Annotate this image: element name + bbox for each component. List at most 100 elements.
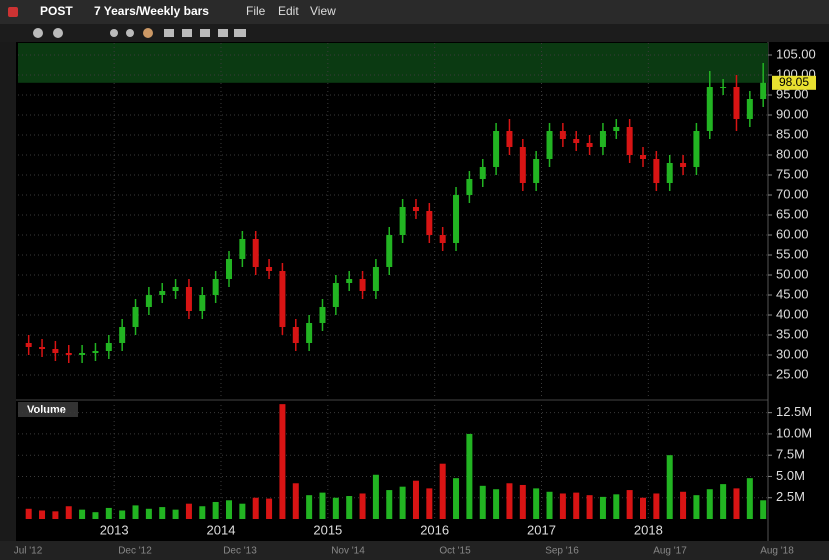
candle-body xyxy=(573,139,580,143)
candle-body xyxy=(145,295,152,307)
volume-bar xyxy=(519,484,526,519)
candle-body xyxy=(746,99,753,119)
y-tick-label: 40.00 xyxy=(776,306,809,321)
volume-bar xyxy=(399,486,406,519)
candle-body xyxy=(399,207,406,235)
x-tick-label: 2016 xyxy=(420,522,449,537)
volume-bar xyxy=(626,490,633,519)
candle-body xyxy=(226,259,233,279)
candle-body xyxy=(693,131,700,167)
volume-bar xyxy=(39,510,46,519)
candle-body xyxy=(519,147,526,183)
volume-bar xyxy=(372,474,379,519)
candle-body xyxy=(613,127,620,131)
volume-bar xyxy=(319,492,326,519)
candle-body xyxy=(39,347,46,349)
x-tick-label: 2015 xyxy=(313,522,342,537)
volume-bar xyxy=(706,489,713,519)
period[interactable]: 7 Years/Weekly bars xyxy=(94,4,209,18)
last-price-badge xyxy=(772,75,816,90)
volume-bar xyxy=(332,497,339,519)
volume-bar xyxy=(426,488,433,519)
y-tick-label: 95.00 xyxy=(776,86,809,101)
candle-body xyxy=(239,239,246,259)
volume-bar xyxy=(760,500,767,519)
navigator-label: Aug '18 xyxy=(760,546,794,557)
volume-bar xyxy=(412,480,419,519)
volume-bar xyxy=(479,485,486,519)
x-tick-label: 2018 xyxy=(634,522,663,537)
volume-bar xyxy=(559,493,566,519)
y-tick-label: 90.00 xyxy=(776,106,809,121)
candle-body xyxy=(599,131,606,147)
candle-body xyxy=(266,267,273,271)
navigator-label: Dec '13 xyxy=(223,546,257,557)
volume-bar xyxy=(65,506,72,519)
volume-bar xyxy=(239,503,246,519)
candle-body xyxy=(412,207,419,211)
y-tick-label: 85.00 xyxy=(776,126,809,141)
candle-body xyxy=(653,159,660,183)
candle-body xyxy=(279,271,286,327)
volume-bar xyxy=(546,491,553,519)
menu-view[interactable]: View xyxy=(310,4,336,18)
navigator-bar xyxy=(0,541,829,560)
y-tick-label: 55.00 xyxy=(776,246,809,261)
volume-bar xyxy=(733,488,740,519)
navigator-label: Oct '15 xyxy=(439,546,471,557)
volume-bar xyxy=(199,506,206,519)
candle-body xyxy=(119,327,126,343)
volume-bar xyxy=(453,478,460,519)
candle-body xyxy=(466,179,473,195)
volume-title: Volume xyxy=(27,404,66,416)
symbol[interactable]: POST xyxy=(40,4,73,18)
volume-bar xyxy=(386,490,393,519)
navigator-label: Jul '12 xyxy=(14,546,43,557)
menu-file[interactable]: File xyxy=(246,4,266,18)
volume-bar xyxy=(599,496,606,519)
candle-body xyxy=(760,82,767,99)
candle-body xyxy=(199,295,206,311)
volume-header xyxy=(18,402,78,417)
y-tick-label: 45.00 xyxy=(776,286,809,301)
volume-bar xyxy=(613,494,620,519)
tool-bar xyxy=(0,24,829,42)
candle-body xyxy=(626,127,633,155)
volume-bar xyxy=(52,511,59,519)
candle-body xyxy=(706,87,713,131)
y-tick-label: 75.00 xyxy=(776,166,809,181)
left-strip xyxy=(0,42,16,542)
candle-body xyxy=(426,211,433,235)
volume-bar xyxy=(640,497,646,519)
navigator-label: Sep '16 xyxy=(545,546,579,557)
volume-bar xyxy=(746,478,753,519)
candle-body xyxy=(733,87,740,119)
volume-bar xyxy=(680,491,687,519)
volume-bar xyxy=(573,492,580,519)
link-icon[interactable] xyxy=(8,7,18,17)
candle-body xyxy=(185,287,192,311)
y-tick-label: 65.00 xyxy=(776,206,809,221)
volume-bar xyxy=(145,508,152,519)
y-tick-label: 70.00 xyxy=(776,186,809,201)
volume-bar xyxy=(586,495,593,519)
candle-body xyxy=(479,167,486,179)
candle-body xyxy=(292,327,299,343)
price-zone xyxy=(18,43,768,83)
y-tick-label: 105.00 xyxy=(776,46,816,61)
volume-bar xyxy=(212,501,219,519)
navigator-label: Nov '14 xyxy=(331,546,365,557)
candle-body xyxy=(306,323,313,343)
candle-body xyxy=(680,163,687,167)
volume-bar xyxy=(252,497,259,519)
menu-edit[interactable]: Edit xyxy=(278,4,299,18)
volume-bar xyxy=(506,483,513,519)
volume-bar xyxy=(119,510,126,519)
candle-body xyxy=(359,279,366,291)
tool-icons[interactable] xyxy=(33,28,246,38)
candle-body xyxy=(92,351,99,353)
candle-body xyxy=(332,283,339,307)
